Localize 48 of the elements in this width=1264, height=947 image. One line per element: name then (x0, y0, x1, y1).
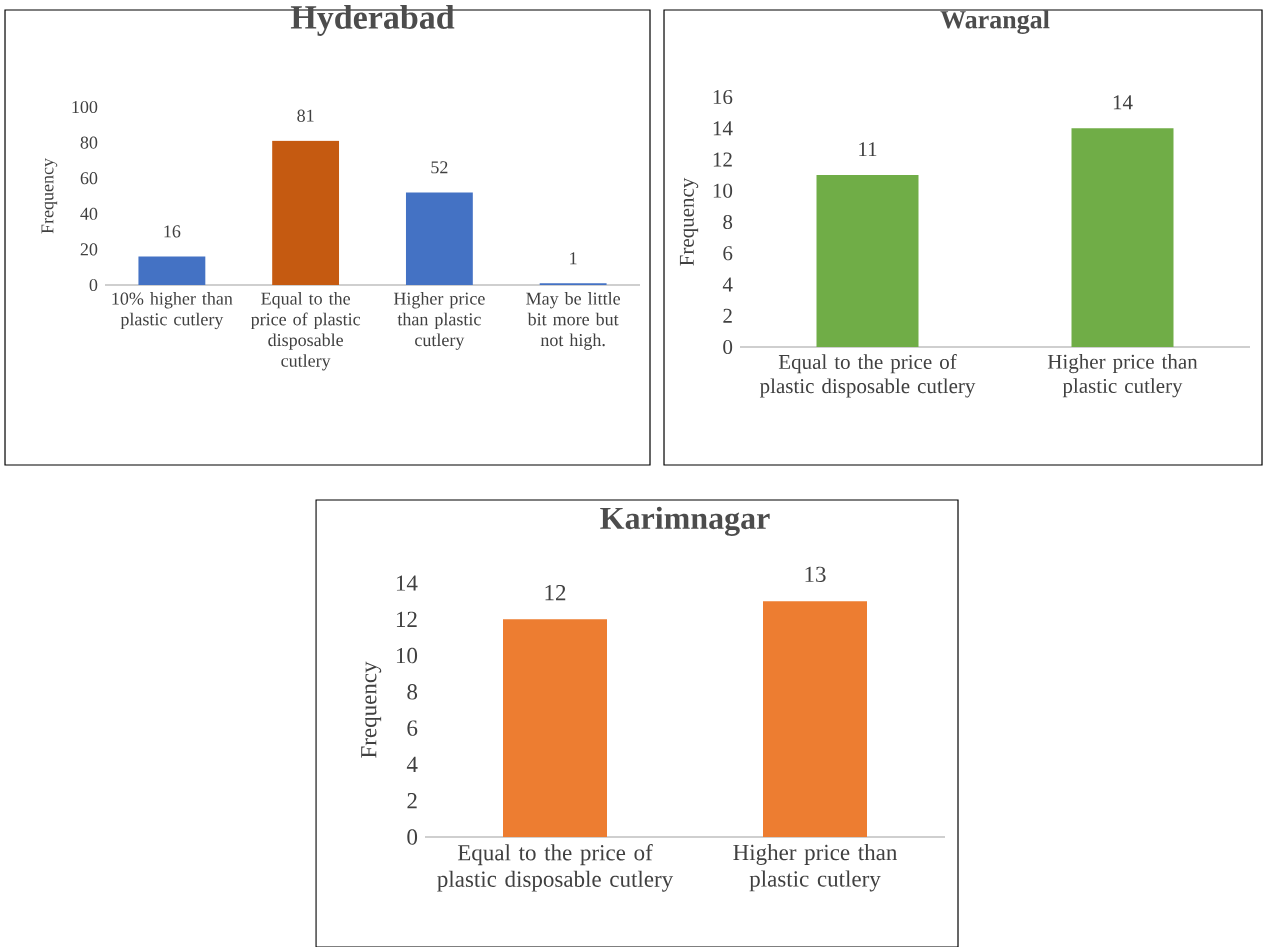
y-tick-label: 80 (80, 136, 98, 149)
data-label: 1 (570, 252, 577, 265)
x-tick-label: Higher price than plastic cutlery (1047, 354, 1198, 398)
y-tick-label: 16 (713, 89, 733, 105)
y-tick-label: 14 (713, 121, 733, 136)
bar (272, 140, 340, 285)
y-tick-label: 40 (80, 207, 98, 220)
chart-title: Warangal (940, 10, 1050, 34)
y-tick-label: 4 (406, 756, 418, 772)
bar (405, 192, 473, 285)
x-tick-label: Higher price than plastic cutlery (733, 844, 898, 892)
y-tick-label: 14 (396, 575, 418, 591)
y-tick-label: 6 (723, 246, 733, 261)
y-tick-label: 20 (80, 243, 98, 256)
y-tick-label: 6 (407, 720, 418, 736)
y-axis-title: Frequency (41, 158, 58, 234)
data-label: 52 (431, 161, 448, 174)
chart-title: Karimnagar (600, 506, 770, 536)
y-tick-label: 0 (407, 829, 418, 845)
y-tick-label: 12 (713, 152, 732, 167)
data-label: 14 (1113, 95, 1133, 110)
y-tick-label: 0 (89, 278, 98, 292)
x-tick-label: Higher price than plastic cutlery (393, 292, 485, 350)
data-label: 16 (164, 225, 181, 238)
data-label: 81 (297, 109, 314, 122)
y-tick-label: 10 (396, 647, 418, 664)
x-tick-label: May be little bit more but not high. (526, 292, 620, 350)
y-tick-label: 60 (80, 172, 98, 185)
data-label: 11 (859, 142, 877, 157)
data-label: 13 (805, 566, 826, 583)
chart-title: Hyderabad (290, 4, 455, 36)
y-tick-label: 8 (407, 684, 418, 700)
y-axis-title: Frequency (361, 661, 382, 758)
y-tick-label: 2 (407, 793, 417, 809)
y-tick-label: 0 (723, 339, 733, 355)
y-axis-title: Frequency (679, 177, 699, 266)
y-tick-label: 4 (722, 277, 733, 292)
data-label: 12 (545, 585, 566, 601)
y-tick-label: 2 (723, 308, 732, 323)
y-tick-label: 12 (396, 611, 417, 627)
y-tick-label: 10 (713, 183, 733, 198)
x-tick-label: 10% higher than plastic cutlery (112, 292, 233, 330)
x-tick-label: Equal to the price of plastic disposable cutlery (759, 354, 976, 398)
y-tick-label: 8 (723, 214, 733, 230)
bar (138, 256, 206, 285)
x-tick-label: Equal to the price of plastic disposable cutlery (250, 292, 361, 371)
x-tick-label: Equal to the price of plastic disposable cutlery (437, 844, 674, 892)
y-tick-label: 100 (72, 100, 98, 114)
